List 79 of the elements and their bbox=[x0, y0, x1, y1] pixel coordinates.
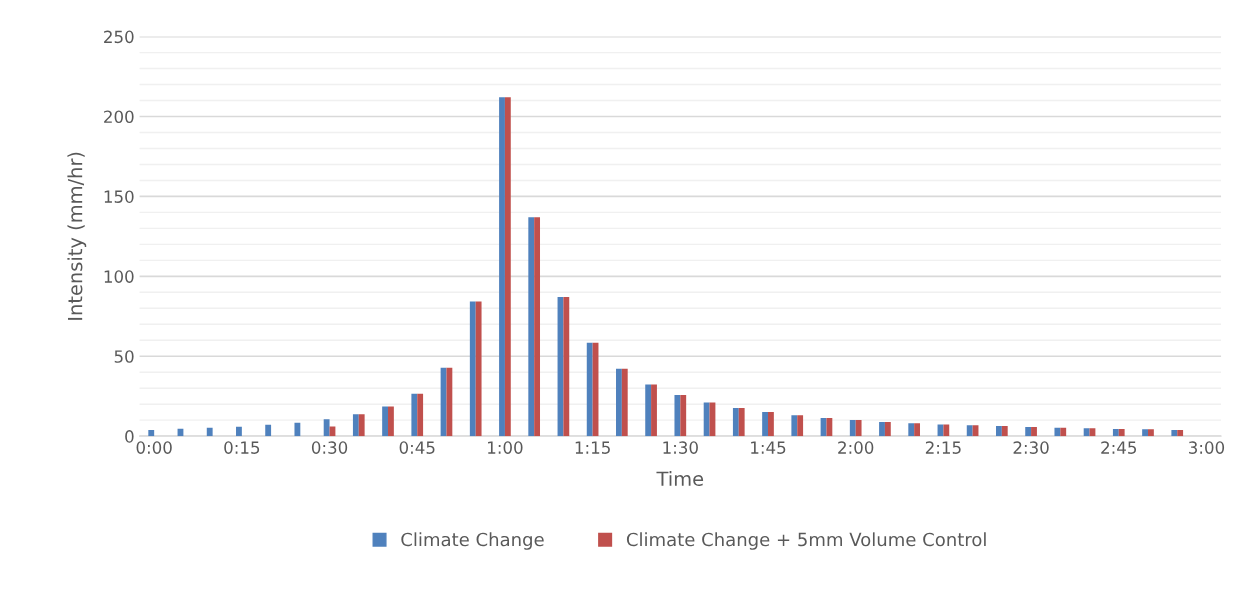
x-tick-label: 1:30 bbox=[663, 441, 698, 454]
bar bbox=[943, 424, 950, 437]
bar bbox=[914, 423, 921, 437]
bar bbox=[358, 414, 365, 437]
bar bbox=[411, 393, 418, 437]
x-tick-label: 1:45 bbox=[751, 441, 786, 454]
bar bbox=[1001, 426, 1008, 437]
bar bbox=[563, 297, 570, 437]
bar bbox=[791, 415, 798, 437]
y-tick-label: 250 bbox=[104, 30, 134, 44]
y-tick-label: 150 bbox=[104, 190, 134, 203]
bar bbox=[826, 418, 833, 437]
bar bbox=[645, 384, 652, 437]
bar bbox=[294, 422, 301, 437]
y-tick-label: 50 bbox=[114, 350, 134, 363]
bar bbox=[388, 406, 394, 437]
bar bbox=[1112, 428, 1119, 437]
bar bbox=[1083, 428, 1090, 437]
bar bbox=[879, 422, 885, 437]
y-tick-label: 0 bbox=[125, 430, 134, 443]
legend-label: Climate Change + 5mm Volume Control bbox=[626, 532, 986, 550]
bar bbox=[206, 427, 213, 437]
bar bbox=[884, 422, 891, 437]
bar bbox=[475, 301, 482, 437]
x-tick-label: 0:45 bbox=[399, 441, 435, 454]
x-axis-title: Time bbox=[656, 471, 704, 487]
bar bbox=[469, 301, 476, 437]
bar bbox=[855, 420, 862, 437]
bar bbox=[680, 395, 687, 437]
x-tick-label: 3:00 bbox=[1189, 441, 1225, 454]
bar bbox=[966, 425, 973, 437]
x-tick-label: 2:00 bbox=[838, 441, 874, 454]
bar bbox=[148, 430, 155, 437]
bar bbox=[1060, 427, 1067, 437]
x-tick-label: 0:00 bbox=[136, 441, 172, 454]
bar bbox=[908, 423, 915, 437]
bar bbox=[703, 402, 710, 437]
bar bbox=[674, 395, 681, 437]
bar bbox=[265, 424, 272, 437]
bar bbox=[323, 419, 330, 437]
bar bbox=[651, 384, 657, 437]
bar bbox=[849, 420, 856, 437]
bar bbox=[236, 426, 242, 437]
bar bbox=[1118, 428, 1125, 437]
bar bbox=[352, 414, 359, 437]
legend-label: Climate Change bbox=[401, 532, 544, 550]
bar bbox=[1177, 430, 1184, 437]
x-tick-label: 0:30 bbox=[311, 441, 348, 454]
bar bbox=[996, 426, 1002, 437]
bar bbox=[732, 408, 739, 437]
bar bbox=[586, 342, 593, 437]
bar bbox=[621, 368, 628, 437]
bar bbox=[1171, 430, 1178, 437]
bar bbox=[738, 408, 745, 437]
bar bbox=[528, 217, 535, 437]
bar bbox=[499, 97, 505, 437]
bar bbox=[417, 393, 424, 437]
bar bbox=[1142, 429, 1148, 437]
bar bbox=[1054, 427, 1061, 437]
y-tick-label: 200 bbox=[104, 110, 134, 124]
bar bbox=[504, 97, 511, 437]
x-tick-label: 2:45 bbox=[1101, 441, 1137, 454]
y-axis-title: Intensity (mm/hr) bbox=[67, 152, 87, 320]
y-tick-label: 100 bbox=[104, 270, 134, 283]
bar bbox=[616, 368, 622, 437]
x-tick-label: 1:00 bbox=[488, 441, 523, 454]
bar bbox=[768, 412, 774, 437]
x-tick-label: 2:30 bbox=[1013, 441, 1049, 454]
bar bbox=[797, 415, 804, 437]
bar bbox=[1025, 426, 1032, 437]
x-tick-label: 1:15 bbox=[575, 441, 610, 454]
bar bbox=[1148, 429, 1154, 437]
x-tick-label: 0:15 bbox=[224, 441, 260, 454]
bar bbox=[534, 217, 541, 437]
bar bbox=[382, 406, 389, 437]
bar bbox=[446, 367, 453, 437]
bar bbox=[762, 412, 769, 437]
x-tick-label: 2:15 bbox=[925, 441, 961, 454]
bar bbox=[1031, 426, 1037, 437]
